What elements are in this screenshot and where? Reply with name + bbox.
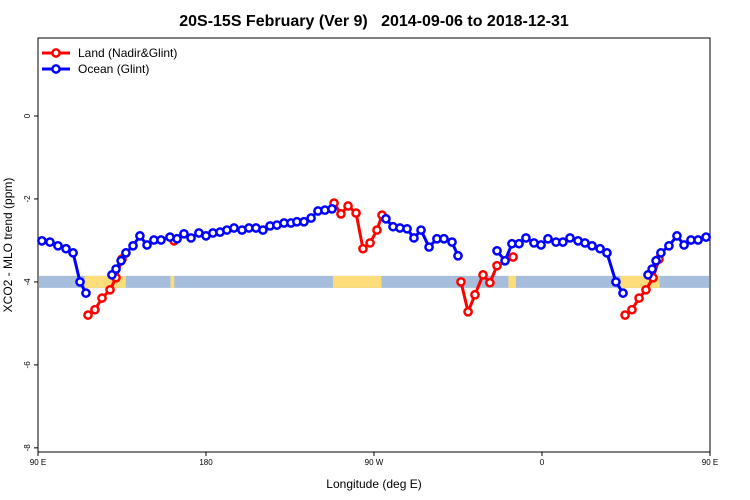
point bbox=[543, 233, 553, 244]
point bbox=[111, 264, 121, 274]
point bbox=[521, 233, 531, 243]
point bbox=[424, 242, 434, 252]
x-tick-label: 90 E bbox=[30, 458, 46, 467]
point bbox=[478, 270, 488, 280]
point bbox=[641, 284, 651, 295]
point bbox=[536, 240, 546, 250]
point bbox=[565, 233, 575, 243]
point bbox=[679, 240, 689, 250]
legend-marker bbox=[51, 64, 61, 74]
y-tick-label: -2 bbox=[23, 195, 32, 203]
point bbox=[602, 248, 612, 258]
point bbox=[620, 310, 630, 320]
y-tick-label: -8 bbox=[23, 444, 32, 452]
point bbox=[68, 248, 78, 258]
point bbox=[439, 233, 449, 244]
y-axis-label: XCO2 - MLO trend (ppm) bbox=[1, 178, 15, 313]
point bbox=[402, 223, 412, 234]
legend-label: Land (Nadir&Glint) bbox=[78, 46, 177, 60]
point bbox=[97, 293, 107, 303]
point bbox=[105, 284, 115, 295]
point bbox=[447, 237, 457, 247]
point bbox=[492, 260, 502, 271]
point bbox=[456, 277, 466, 287]
legend-marker bbox=[51, 48, 61, 58]
point bbox=[595, 243, 605, 254]
point bbox=[672, 231, 682, 241]
point bbox=[508, 252, 518, 262]
point bbox=[83, 310, 93, 320]
point bbox=[514, 238, 524, 249]
point bbox=[365, 238, 375, 248]
point bbox=[492, 245, 502, 256]
point bbox=[664, 240, 674, 251]
point bbox=[299, 216, 309, 227]
point bbox=[156, 235, 166, 245]
point bbox=[453, 250, 463, 261]
point bbox=[121, 248, 131, 258]
point bbox=[634, 293, 644, 303]
point bbox=[587, 240, 597, 251]
point bbox=[647, 264, 657, 274]
point bbox=[409, 233, 419, 243]
point bbox=[172, 233, 182, 244]
point bbox=[135, 231, 145, 241]
x-axis-label: Longitude (deg E) bbox=[326, 477, 421, 491]
x-tick-label: 90 E bbox=[702, 458, 718, 467]
point bbox=[229, 223, 239, 233]
point bbox=[306, 213, 316, 223]
point bbox=[351, 208, 361, 218]
point bbox=[53, 240, 63, 251]
point bbox=[693, 235, 703, 245]
point bbox=[179, 228, 189, 239]
point bbox=[45, 237, 55, 247]
point bbox=[61, 243, 71, 254]
point bbox=[611, 277, 621, 287]
point bbox=[470, 289, 480, 300]
x-tick-label: 90 W bbox=[365, 458, 384, 467]
point bbox=[627, 304, 637, 315]
point bbox=[258, 225, 268, 235]
point bbox=[701, 232, 711, 242]
y-tick-label: 0 bbox=[23, 113, 32, 118]
point bbox=[336, 209, 346, 219]
point bbox=[327, 204, 337, 214]
y-tick-label: -4 bbox=[23, 278, 32, 286]
point bbox=[416, 225, 426, 235]
point bbox=[558, 237, 568, 247]
point bbox=[81, 288, 91, 298]
point bbox=[75, 277, 85, 287]
point bbox=[463, 306, 473, 317]
point bbox=[186, 233, 196, 243]
series-line bbox=[87, 202, 661, 317]
legend-label: Ocean (Glint) bbox=[78, 62, 149, 76]
point bbox=[142, 240, 152, 250]
point bbox=[500, 255, 510, 266]
point bbox=[656, 248, 666, 258]
point bbox=[618, 288, 628, 298]
y-tick-label: -6 bbox=[23, 361, 32, 369]
point bbox=[116, 255, 126, 266]
chart-title: 20S-15S February (Ver 9) 2014-09-06 to 2… bbox=[179, 13, 569, 30]
x-tick-label: 0 bbox=[540, 458, 545, 467]
x-tick-label: 180 bbox=[199, 458, 213, 467]
point bbox=[372, 225, 382, 235]
point bbox=[485, 277, 495, 288]
point bbox=[651, 255, 661, 266]
point bbox=[343, 201, 353, 211]
point bbox=[90, 304, 100, 315]
point bbox=[358, 243, 368, 254]
point bbox=[37, 236, 47, 246]
point bbox=[128, 240, 138, 251]
point bbox=[381, 214, 391, 224]
